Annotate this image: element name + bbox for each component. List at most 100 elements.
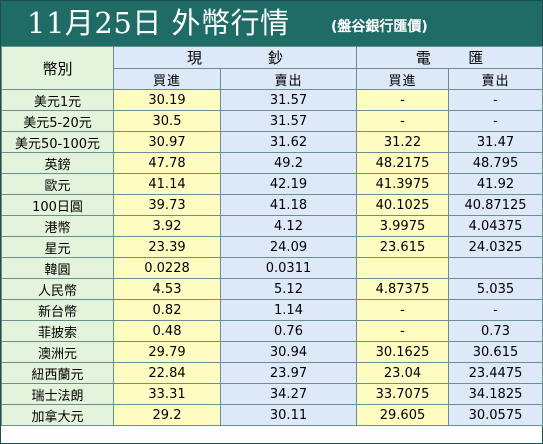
wire-buy-value: - (356, 299, 449, 321)
currency-name: 英鎊 (1, 152, 114, 174)
currency-name: 加拿大元 (1, 404, 114, 426)
wire-sell-value: 48.795 (448, 152, 543, 174)
wire-buy-value: 33.7075 (356, 383, 449, 405)
wire-sell-value: 41.92 (448, 173, 543, 195)
wire-sell-value: 40.87125 (448, 194, 543, 216)
wire-buy-value (356, 257, 449, 279)
table-row: 紐西蘭元 22.84 23.97 23.04 23.4475 (1, 362, 543, 384)
wire-buy-value: 48.2175 (356, 152, 449, 174)
wire-group-header: 電 匯 (356, 46, 543, 69)
currency-name: 人民幣 (1, 278, 114, 300)
cash-sell-value: 31.57 (220, 110, 357, 132)
wire-buy-value: 23.615 (356, 236, 449, 258)
currency-name: 美元1元 (1, 89, 114, 111)
table-row: 港幣 3.92 4.12 3.9975 4.04375 (1, 215, 543, 237)
currency-name: 新台幣 (1, 299, 114, 321)
cash-sell-value: 30.11 (220, 404, 357, 426)
table-row: 美元50-100元 30.97 31.62 31.22 31.47 (1, 131, 543, 153)
table-row: 新台幣 0.82 1.14- - (1, 299, 543, 321)
cash-sell-value: 31.57 (220, 89, 357, 111)
wire-buy-value: - (356, 320, 449, 342)
cash-sell-value: 1.14 (220, 299, 357, 321)
cash-sell-header: 賣出 (220, 68, 357, 90)
cash-buy-value: 29.79 (113, 341, 221, 363)
cash-buy-value: 3.92 (113, 215, 221, 237)
wire-sell-value: 5.035 (448, 278, 543, 300)
cash-sell-value: 23.97 (220, 362, 357, 384)
wire-buy-value: 4.87375 (356, 278, 449, 300)
table-row: 加拿大元 29.2 30.11 29.605 30.0575 (1, 404, 543, 426)
wire-sell-header: 賣出 (448, 68, 543, 90)
wire-sell-value: 0.73 (448, 320, 543, 342)
currency-name: 100日圓 (1, 194, 114, 216)
wire-sell-value (448, 257, 543, 279)
title-bar: 11月25日 外幣行情 (盤谷銀行匯價) (1, 1, 542, 46)
exchange-rate-table: 幣別 現 鈔 電 匯 買進 賣出 買進 賣出 美元1元 30.19 31.57- - 美… (1, 46, 543, 426)
wire-buy-value: 3.9975 (356, 215, 449, 237)
cash-buy-value: 30.97 (113, 131, 221, 153)
currency-name: 澳洲元 (1, 341, 114, 363)
table-row: 美元1元 30.19 31.57- - (1, 89, 543, 111)
table-row: 韓圓 0.0228 0.0311 (1, 257, 543, 279)
cash-sell-value: 0.76 (220, 320, 357, 342)
wire-buy-value: 31.22 (356, 131, 449, 153)
wire-buy-value: 40.1025 (356, 194, 449, 216)
wire-sell-value: 30.0575 (448, 404, 543, 426)
wire-sell-value: 30.615 (448, 341, 543, 363)
cash-sell-value: 49.2 (220, 152, 357, 174)
cash-group-char-1: 現 (186, 49, 202, 67)
table-row: 英鎊 47.78 49.2 48.2175 48.795 (1, 152, 543, 174)
wire-sell-value: 31.47 (448, 131, 543, 153)
wire-buy-value: - (356, 110, 449, 132)
cash-buy-value: 39.73 (113, 194, 221, 216)
currency-name: 星元 (1, 236, 114, 258)
cash-buy-value: 0.0228 (113, 257, 221, 279)
currency-name: 菲披索 (1, 320, 114, 342)
cash-group-char-2: 鈔 (267, 49, 283, 67)
wire-sell-value: 34.1825 (448, 383, 543, 405)
currency-name: 瑞士法朗 (1, 383, 114, 405)
cash-sell-value: 34.27 (220, 383, 357, 405)
currency-column-header: 幣別 (1, 46, 114, 90)
currency-name: 港幣 (1, 215, 114, 237)
cash-buy-value: 22.84 (113, 362, 221, 384)
cash-buy-header: 買進 (113, 68, 221, 90)
cash-sell-value: 31.62 (220, 131, 357, 153)
currency-name: 韓圓 (1, 257, 114, 279)
table-row: 100日圓 39.73 41.18 40.1025 40.87125 (1, 194, 543, 216)
currency-name: 歐元 (1, 173, 114, 195)
cash-sell-value: 30.94 (220, 341, 357, 363)
table-row: 美元5-20元 30.5 31.57- - (1, 110, 543, 132)
cash-buy-value: 0.48 (113, 320, 221, 342)
wire-sell-value: - (448, 299, 543, 321)
wire-sell-value: 23.4475 (448, 362, 543, 384)
cash-group-header: 現 鈔 (113, 46, 357, 69)
cash-buy-value: 30.19 (113, 89, 221, 111)
currency-name: 紐西蘭元 (1, 362, 114, 384)
currency-name: 美元50-100元 (1, 131, 114, 153)
table-row: 瑞士法朗 33.31 34.27 33.7075 34.1825 (1, 383, 543, 405)
source-label: (盤谷銀行匯價) (331, 19, 428, 35)
wire-sell-value: - (448, 110, 543, 132)
cash-sell-value: 5.12 (220, 278, 357, 300)
wire-buy-value: 41.3975 (356, 173, 449, 195)
wire-buy-value: 29.605 (356, 404, 449, 426)
table-row: 星元 23.39 24.09 23.615 24.0325 (1, 236, 543, 258)
table-row: 人民幣 4.53 5.12 4.87375 5.035 (1, 278, 543, 300)
cash-buy-value: 30.5 (113, 110, 221, 132)
cash-sell-value: 0.0311 (220, 257, 357, 279)
wire-buy-value: 23.04 (356, 362, 449, 384)
cash-sell-value: 24.09 (220, 236, 357, 258)
table-row: 澳洲元 29.79 30.94 30.1625 30.615 (1, 341, 543, 363)
wire-group-char-1: 電 (415, 49, 431, 67)
cash-buy-value: 23.39 (113, 236, 221, 258)
cash-buy-value: 41.14 (113, 173, 221, 195)
cash-buy-value: 29.2 (113, 404, 221, 426)
cash-sell-value: 41.18 (220, 194, 357, 216)
table-row: 菲披索 0.48 0.76-0.73 (1, 320, 543, 342)
wire-buy-value: 30.1625 (356, 341, 449, 363)
wire-sell-value: 24.0325 (448, 236, 543, 258)
cash-buy-value: 4.53 (113, 278, 221, 300)
cash-buy-value: 33.31 (113, 383, 221, 405)
currency-name: 美元5-20元 (1, 110, 114, 132)
